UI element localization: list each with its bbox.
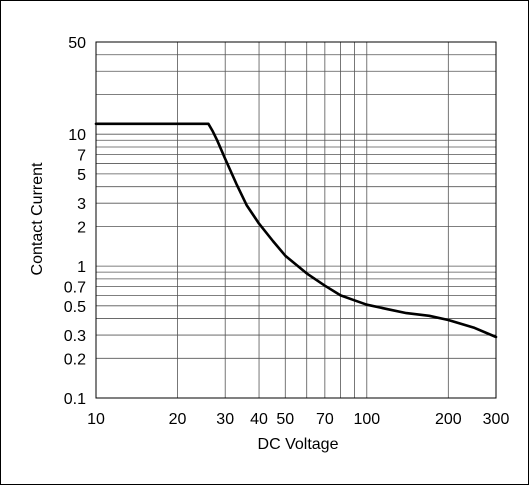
x-tick-label: 20: [169, 411, 187, 428]
y-tick-label: 7: [77, 148, 86, 165]
grid: [95, 41, 497, 399]
x-tick-label: 40: [250, 411, 268, 428]
plot-area-border: [95, 41, 497, 399]
x-axis-label: DC Voltage: [258, 436, 339, 453]
x-tick-label: 70: [316, 411, 334, 428]
x-tick-label: 10: [87, 411, 105, 428]
y-axis-label: Contact Current: [29, 162, 46, 275]
x-tick-label: 300: [483, 411, 510, 428]
x-tick-label: 200: [435, 411, 462, 428]
y-tick-label: 3: [77, 196, 86, 213]
y-tick-label: 0.2: [64, 351, 86, 368]
y-tick-labels: 0.1 0.2 0.3 0.5 0.7 1 2 3 5 7 10 50: [64, 35, 86, 408]
y-tick-label: 0.3: [64, 328, 86, 345]
y-tick-label: 0.7: [64, 280, 86, 297]
x-tick-label: 30: [216, 411, 234, 428]
series: [94, 122, 498, 339]
y-tick-label: 0.1: [64, 391, 86, 408]
y-tick-label: 5: [77, 167, 86, 184]
x-tick-label: 50: [276, 411, 294, 428]
y-tick-label: 50: [68, 35, 86, 52]
y-tick-label: 0.5: [64, 299, 86, 316]
series-line: [94, 122, 498, 339]
x-tick-labels: 10 20 30 40 50 70 100 200 300: [87, 411, 509, 428]
y-tick-label: 1: [77, 259, 86, 276]
y-tick-label: 10: [68, 127, 86, 144]
y-tick-label: 2: [77, 219, 86, 236]
x-tick-label: 100: [353, 411, 380, 428]
